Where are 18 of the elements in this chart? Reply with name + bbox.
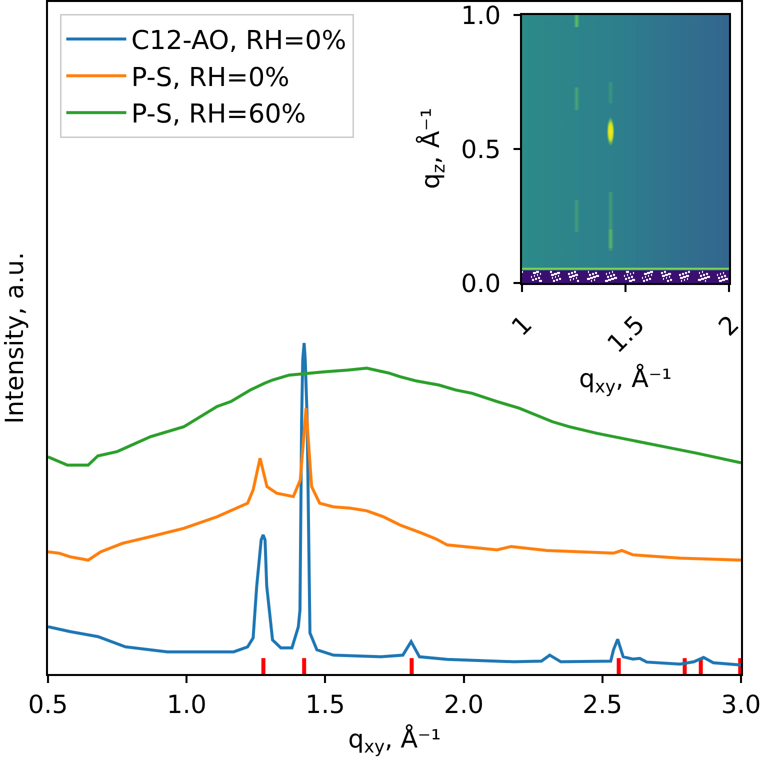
annotation: 1.5 bbox=[602, 310, 650, 358]
annotation: q$_{xy}$, Å⁻¹ bbox=[579, 363, 672, 398]
x-axis-title: q$_{xy}$, Å⁻¹ bbox=[348, 723, 441, 758]
x-tick-label: 3.0 bbox=[721, 690, 761, 719]
x-tick-label: 1.0 bbox=[166, 690, 206, 719]
legend-label: P-S, RH=60% bbox=[131, 100, 306, 130]
x-tick-label: 0.5 bbox=[28, 690, 68, 719]
x-tick-label: 2.0 bbox=[444, 690, 484, 719]
text: 0.5 bbox=[461, 135, 501, 164]
legend-label: P-S, RH=0% bbox=[131, 62, 290, 93]
text: 2 bbox=[712, 310, 745, 342]
x-tick-label: 2.5 bbox=[582, 690, 622, 719]
legend-label: C12-AO, RH=0% bbox=[131, 26, 346, 56]
y-axis-title: Intensity, a.u. bbox=[0, 252, 29, 424]
text: 0.0 bbox=[461, 269, 501, 298]
text: 1 bbox=[506, 310, 538, 342]
x-tick-label: 1.5 bbox=[305, 690, 346, 719]
text: 1.0 bbox=[461, 1, 501, 30]
